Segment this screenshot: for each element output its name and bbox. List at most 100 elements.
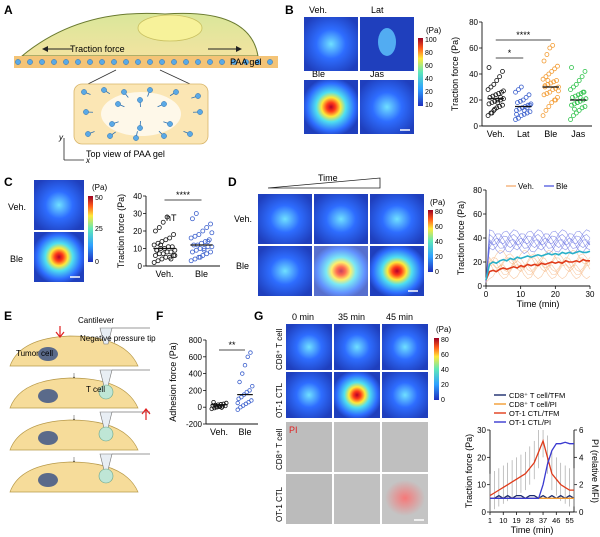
tumor-nucleus	[38, 347, 58, 361]
y-tick-label: 0	[138, 262, 143, 271]
y-axis-label: Traction force (Pa)	[450, 37, 460, 111]
gel-bead	[51, 59, 57, 65]
t-cell-shape	[98, 426, 114, 442]
individual-trace	[485, 233, 591, 283]
top-view-glow	[101, 92, 181, 136]
colorbar-d-unit: (Pa)	[430, 198, 445, 207]
time-point-label: 45 min	[386, 312, 413, 322]
data-point	[576, 108, 582, 113]
cantilever-label: Cantilever	[78, 316, 114, 325]
x-tick-label: 20	[551, 290, 560, 299]
data-point	[582, 69, 588, 74]
heatmap-d-ble-2	[370, 246, 424, 296]
x-tick-label: Ble	[238, 427, 251, 437]
data-point	[164, 214, 170, 220]
data-point	[167, 235, 173, 241]
top-view-bead	[161, 101, 167, 107]
colorbar-d-tick: 40	[435, 239, 443, 246]
colorbar-d-tick: 60	[435, 224, 443, 231]
tumor-nucleus	[38, 473, 58, 487]
condition-label-veh: Veh.	[234, 214, 252, 224]
data-point	[153, 228, 158, 234]
colorbar-b-tick: 40	[425, 76, 433, 83]
top-view-beads	[81, 87, 203, 141]
gel-bead	[231, 59, 237, 65]
heatmap-d-ble-1	[314, 246, 368, 296]
heatmap-d-veh-2	[370, 194, 424, 244]
data-point	[543, 74, 549, 79]
legend-label: Veh.	[518, 182, 534, 191]
data-point	[543, 108, 549, 113]
y-tick-label-right: 6	[579, 426, 584, 435]
data-point	[501, 88, 506, 94]
heatmap-jas	[360, 80, 414, 134]
y-tick-label: 10	[477, 481, 486, 490]
data-point	[245, 354, 250, 359]
x-tick-label: Ble	[544, 129, 557, 139]
heatmap-g-cd8-45	[382, 324, 428, 370]
row-label-ot1: OT-1 CTL	[275, 382, 284, 418]
colorbar-c-tick: 0	[95, 259, 99, 266]
data-point	[204, 225, 210, 230]
row-label-cd8: CD8⁺ T cell	[275, 329, 284, 370]
gel-bead	[219, 59, 225, 65]
y-tick-label: 40	[473, 234, 482, 243]
data-point	[168, 249, 174, 255]
colorbar-b-tick: 100	[425, 37, 437, 44]
colorbar-d-tick: 20	[435, 254, 443, 261]
data-point	[156, 225, 162, 230]
data-point	[546, 71, 552, 77]
annotation-ht: hT	[166, 213, 177, 223]
mean-trace	[485, 258, 590, 281]
data-point	[156, 251, 162, 257]
data-point	[202, 239, 208, 244]
data-point	[521, 108, 527, 113]
y-tick-label-right: 2	[579, 481, 584, 490]
top-view-bead	[121, 89, 127, 95]
data-point	[249, 398, 254, 403]
x-tick-label: 46	[552, 516, 560, 525]
gel-bead	[207, 59, 213, 65]
cantilever-tip	[99, 327, 113, 345]
data-point	[573, 82, 579, 87]
x-tick-label: 10	[499, 516, 507, 525]
panel-a-letter: A	[4, 3, 13, 17]
data-point	[495, 97, 501, 103]
data-point	[247, 388, 252, 393]
cell-body	[20, 12, 259, 57]
data-point	[221, 401, 226, 407]
data-point	[527, 109, 533, 115]
condition-label-veh: Veh.	[8, 202, 26, 212]
y-axis-label: Adhesion force (Pa)	[168, 342, 178, 422]
afm-schematic: ↓ ↓ ↓	[9, 326, 151, 493]
y-tick-label: 60	[469, 44, 478, 53]
traction-arrowhead-right	[236, 46, 242, 52]
series-line	[490, 441, 574, 499]
panel-c-letter: C	[4, 175, 13, 189]
y-tick-label-right: 0	[579, 508, 584, 517]
data-point	[516, 115, 521, 121]
data-point	[580, 89, 586, 95]
data-point	[250, 384, 255, 389]
y-tick-label: 40	[133, 192, 142, 201]
data-point	[541, 58, 547, 64]
colorbar-b-tick: 60	[425, 63, 433, 70]
y-tick-label: 20	[133, 227, 142, 236]
data-point	[192, 233, 198, 239]
top-view-bead	[107, 133, 113, 139]
heatmap-g-ot1-35	[334, 372, 380, 418]
y-tick-label: 80	[473, 186, 482, 195]
data-point	[486, 101, 492, 107]
gel-bead	[159, 59, 165, 65]
y-tick-label: 600	[189, 353, 203, 362]
data-point	[572, 101, 577, 107]
colorbar-d-tick: 80	[435, 209, 443, 216]
x-tick-label: 1	[488, 516, 492, 525]
data-point	[485, 113, 491, 118]
data-point	[193, 247, 199, 253]
data-point	[518, 84, 524, 90]
condition-label-ble: Ble	[10, 254, 23, 264]
panel-d: D Time Veh. Ble (Pa) 80 60 40 20 0 0 20 40…	[228, 173, 595, 309]
data-point	[208, 221, 213, 227]
data-point	[192, 256, 198, 262]
